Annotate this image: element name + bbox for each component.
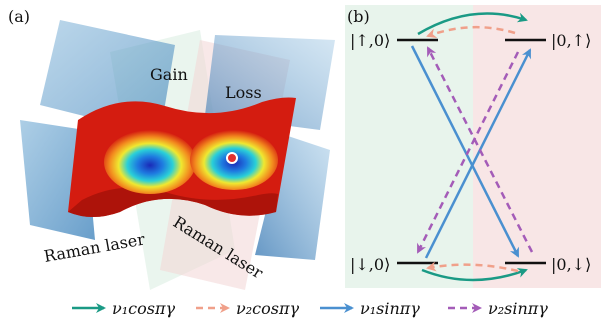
legend-item-nu1-cos: ν₁cosπγ: [72, 299, 175, 318]
potential-well-left: [104, 130, 196, 194]
state-zero-down: |0,↓⟩: [551, 255, 591, 274]
legend-item-nu2-sin: ν₂sinπγ: [448, 299, 548, 318]
arrow-nu1-cos-top: [417, 12, 528, 36]
legend: ν₁cosπγ ν₂cosπγ ν₁sinπγ ν₂sinπγ: [72, 299, 548, 318]
panel-a: (a) Gain Loss Raman laser Raman laser: [8, 7, 335, 290]
arrow-nu1-sin-down: [410, 45, 520, 258]
panel-b: (b) |↑,0⟩ |0,↑⟩ |↓,0⟩ |0,↓⟩: [345, 5, 601, 288]
state-down0: |↓,0⟩: [350, 255, 390, 274]
legend-text-nu2-sin: ν₂sinπγ: [488, 299, 548, 318]
loss-label: Loss: [225, 83, 262, 102]
panel-a-label: (a): [8, 7, 30, 26]
legend-text-nu1-cos: ν₁cosπγ: [112, 299, 175, 318]
panel-b-label: (b): [347, 7, 370, 26]
state-zero-up: |0,↑⟩: [551, 31, 591, 50]
legend-item-nu2-cos: ν₂cosπγ: [196, 299, 299, 318]
legend-text-nu2-cos: ν₂cosπγ: [236, 299, 299, 318]
laser-plate-top-right: [205, 35, 335, 130]
gain-label: Gain: [150, 65, 188, 84]
arrow-nu1-cos-bottom: [421, 268, 528, 282]
legend-item-nu1-sin: ν₁sinπγ: [320, 299, 420, 318]
arrow-nu1-sin-up: [424, 48, 532, 259]
arrow-nu2-sin-up: [426, 46, 534, 253]
loss-background: [473, 5, 601, 288]
laser-plate-right: [255, 135, 330, 260]
arrow-nu2-sin-down: [416, 51, 520, 254]
state-up0: |↑,0⟩: [350, 31, 390, 50]
potential-surface: [68, 97, 296, 217]
atom-marker: [226, 152, 238, 164]
legend-text-nu1-sin: ν₁sinπγ: [360, 299, 420, 318]
gain-background: [345, 5, 473, 288]
